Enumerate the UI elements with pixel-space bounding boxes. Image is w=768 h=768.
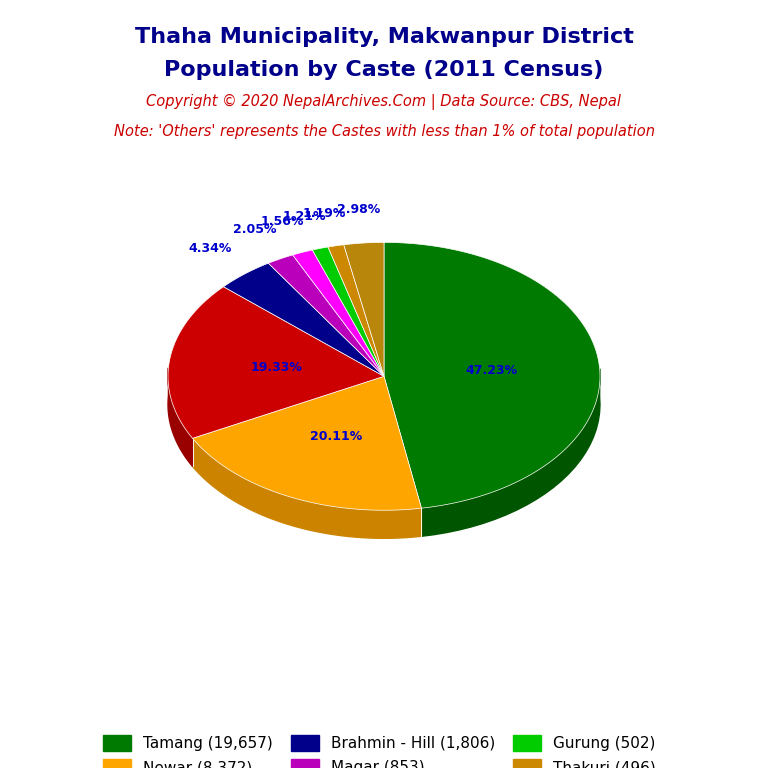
Polygon shape bbox=[328, 245, 384, 376]
Text: 2.98%: 2.98% bbox=[337, 204, 380, 216]
Polygon shape bbox=[193, 439, 422, 538]
Text: 2.05%: 2.05% bbox=[233, 223, 276, 236]
Text: Copyright © 2020 NepalArchives.Com | Data Source: CBS, Nepal: Copyright © 2020 NepalArchives.Com | Dat… bbox=[147, 94, 621, 110]
Text: 1.19%: 1.19% bbox=[302, 207, 346, 220]
Text: Note: 'Others' represents the Castes with less than 1% of total population: Note: 'Others' represents the Castes wit… bbox=[114, 124, 654, 140]
Polygon shape bbox=[384, 243, 600, 508]
Text: 1.56%: 1.56% bbox=[260, 215, 304, 228]
Text: 4.34%: 4.34% bbox=[188, 242, 231, 255]
Polygon shape bbox=[344, 243, 384, 376]
Polygon shape bbox=[168, 286, 384, 439]
Polygon shape bbox=[268, 255, 384, 376]
Polygon shape bbox=[168, 368, 193, 466]
Text: Population by Caste (2011 Census): Population by Caste (2011 Census) bbox=[164, 60, 604, 80]
Text: 19.33%: 19.33% bbox=[251, 362, 303, 375]
Text: 47.23%: 47.23% bbox=[465, 364, 518, 377]
Text: 1.21%: 1.21% bbox=[283, 210, 326, 223]
Polygon shape bbox=[422, 369, 600, 536]
Polygon shape bbox=[313, 247, 384, 376]
Legend: Tamang (19,657), Newar (8,372), Chhetri (8,045), Brahmin - Hill (1,806), Magar (: Tamang (19,657), Newar (8,372), Chhetri … bbox=[98, 729, 670, 768]
Polygon shape bbox=[223, 263, 384, 376]
Text: Thaha Municipality, Makwanpur District: Thaha Municipality, Makwanpur District bbox=[134, 27, 634, 47]
Text: 20.11%: 20.11% bbox=[310, 430, 362, 443]
Polygon shape bbox=[293, 250, 384, 376]
Polygon shape bbox=[193, 376, 422, 510]
